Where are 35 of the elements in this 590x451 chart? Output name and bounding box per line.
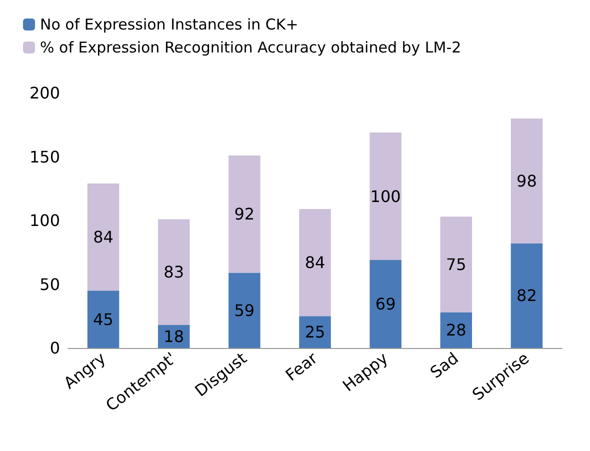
data-label: 84 xyxy=(304,253,326,272)
x-tick-label: Sad xyxy=(426,348,462,382)
bar xyxy=(299,209,331,316)
data-label: 59 xyxy=(234,300,255,320)
y-tick-label: 0 xyxy=(50,338,60,358)
data-label: 69 xyxy=(375,294,396,314)
y-tick-label: 100 xyxy=(29,211,60,230)
bar xyxy=(440,216,472,312)
legend-label: % of Expression Recognition Accuracy obtained by LM-2 xyxy=(40,38,462,56)
x-tick-label: Fear xyxy=(282,348,322,385)
data-label: 75 xyxy=(446,254,466,274)
data-label: 84 xyxy=(93,228,114,247)
bar xyxy=(158,219,190,326)
y-tick-label: 200 xyxy=(29,84,60,102)
data-label: 92 xyxy=(234,204,255,224)
y-tick-label: 150 xyxy=(29,147,60,166)
data-label: 83 xyxy=(164,262,184,282)
bar xyxy=(370,260,402,348)
bar xyxy=(228,272,260,348)
bar xyxy=(299,316,331,348)
data-label: 100 xyxy=(370,186,401,206)
bar xyxy=(228,155,260,273)
data-label: 25 xyxy=(304,322,326,342)
bar xyxy=(87,184,120,291)
data-label: 18 xyxy=(164,327,184,346)
bar xyxy=(510,243,543,348)
data-label: 98 xyxy=(516,171,537,190)
data-label: 28 xyxy=(446,320,466,340)
data-label: 45 xyxy=(93,310,114,329)
bar xyxy=(87,290,120,348)
y-tick-label: 50 xyxy=(40,274,60,294)
bar xyxy=(510,118,543,244)
legend-label: No of Expression Instances in CK+ xyxy=(40,16,298,34)
data-label: 82 xyxy=(516,286,537,306)
bar xyxy=(370,132,402,260)
